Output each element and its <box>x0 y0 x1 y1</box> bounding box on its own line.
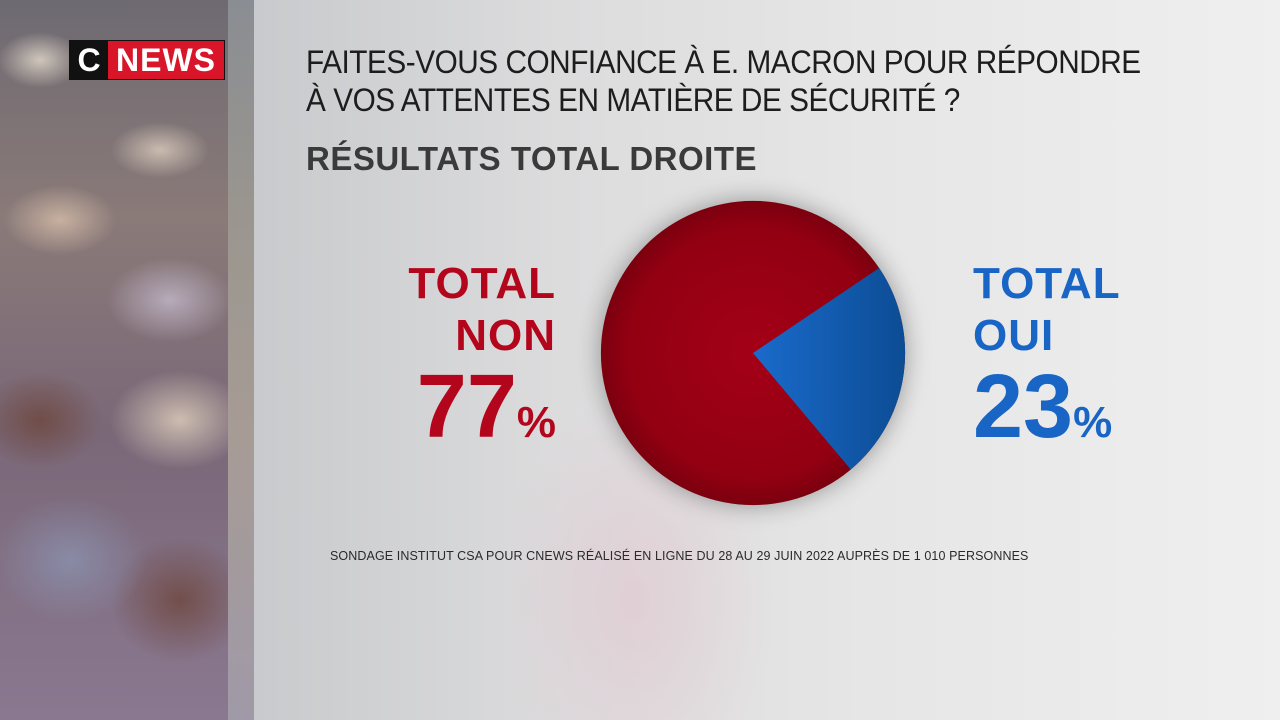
crowd-background-photo <box>0 0 230 720</box>
logo-c: C <box>70 41 108 79</box>
non-unit: % <box>516 398 556 447</box>
non-value: 77 <box>416 357 517 457</box>
non-line-2: NON <box>455 311 556 360</box>
logo-news: NEWS <box>108 41 224 79</box>
question-line-1: FAITES-VOUS CONFIANCE À E. MACRON POUR R… <box>306 44 1141 80</box>
label-total-non: TOTAL NON 77% <box>360 258 556 452</box>
poll-source-note: SONDAGE INSTITUT CSA POUR CNEWS RÉALISÉ … <box>330 549 1029 563</box>
cnews-logo: C NEWS <box>69 40 225 80</box>
oui-line-1: TOTAL <box>973 259 1121 308</box>
oui-unit: % <box>1073 398 1113 447</box>
results-subtitle: RÉSULTATS TOTAL DROITE <box>306 140 757 177</box>
question-line-2: À VOS ATTENTES EN MATIÈRE DE SÉCURITÉ ? <box>306 82 960 118</box>
non-line-1: TOTAL <box>408 259 556 308</box>
poll-question: FAITES-VOUS CONFIANCE À E. MACRON POUR R… <box>306 43 1162 119</box>
oui-value: 23 <box>973 357 1074 457</box>
pie-slice-oui <box>753 268 906 470</box>
divider-strip <box>228 0 254 720</box>
label-total-oui: TOTAL OUI 23% <box>973 258 1173 452</box>
oui-line-2: OUI <box>973 311 1055 360</box>
pie-chart <box>600 200 906 506</box>
